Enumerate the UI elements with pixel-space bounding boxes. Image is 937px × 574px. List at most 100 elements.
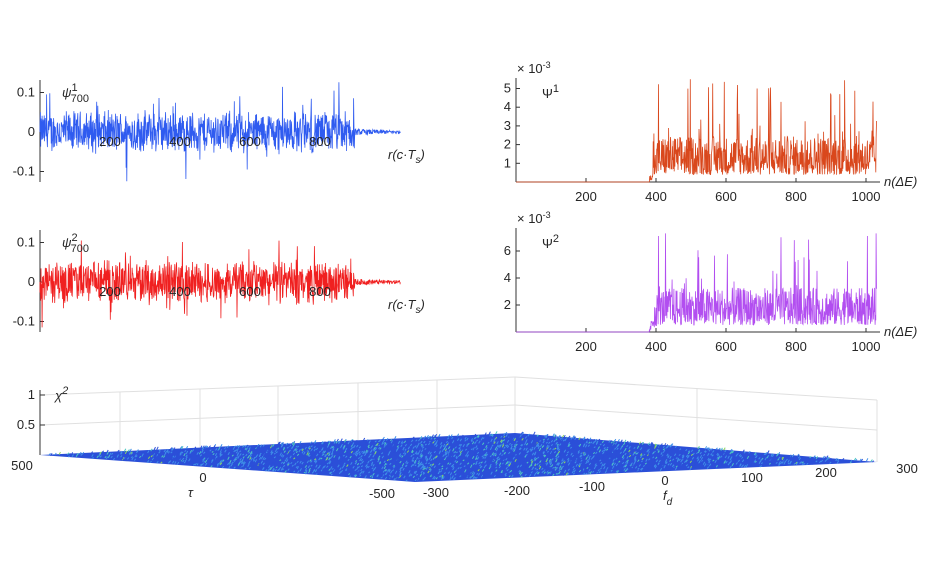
surface-mark bbox=[147, 450, 150, 454]
surface-mark bbox=[203, 446, 206, 449]
surface-mark bbox=[360, 455, 363, 458]
surface-mark bbox=[449, 462, 452, 466]
surface-mark bbox=[489, 465, 492, 468]
surface-mark bbox=[532, 440, 535, 443]
surface-mark bbox=[313, 459, 317, 463]
surface-mark bbox=[471, 440, 474, 443]
x-tick-label: 600 bbox=[715, 339, 737, 354]
surface-mark bbox=[485, 446, 488, 451]
surface-mark bbox=[669, 455, 672, 460]
surface-mark bbox=[583, 451, 586, 455]
surface-mark bbox=[221, 464, 224, 467]
surface-mark bbox=[384, 476, 388, 480]
surface-mark bbox=[835, 457, 838, 462]
surface-mark bbox=[495, 460, 498, 464]
surface-mark bbox=[296, 453, 300, 456]
surface-mark bbox=[421, 457, 425, 460]
surface-mark bbox=[723, 447, 726, 451]
surface-mark bbox=[207, 459, 211, 462]
surface-mark bbox=[235, 451, 239, 454]
surface-mark bbox=[420, 440, 423, 444]
surface-mark bbox=[420, 456, 423, 459]
surface-mark bbox=[447, 474, 450, 478]
surface-mark bbox=[583, 436, 586, 440]
surface-mark bbox=[243, 462, 246, 465]
surface-mark bbox=[588, 441, 591, 444]
surface-mark bbox=[622, 457, 625, 460]
surface-mark bbox=[331, 451, 334, 455]
surface-mark bbox=[286, 462, 290, 466]
surface-mark bbox=[347, 458, 350, 461]
surface-mark bbox=[304, 446, 307, 450]
surface-mark bbox=[153, 454, 156, 457]
surface-mark bbox=[527, 433, 530, 437]
surface-mark bbox=[396, 446, 400, 450]
surface-mark bbox=[90, 451, 94, 454]
surface-mark bbox=[494, 438, 497, 442]
surface-mark bbox=[268, 462, 271, 465]
surface-mark bbox=[295, 451, 298, 454]
surface-mark bbox=[601, 463, 604, 467]
surface-mark bbox=[242, 456, 245, 459]
surface-mark bbox=[390, 470, 393, 474]
surface-mark bbox=[200, 445, 203, 449]
surface-mark bbox=[756, 452, 759, 456]
surface-mark bbox=[332, 447, 335, 451]
surface-mark bbox=[484, 451, 487, 454]
surface-mark bbox=[459, 475, 462, 478]
surface-mark bbox=[491, 452, 495, 456]
surface-mark bbox=[380, 476, 383, 479]
surface-mark bbox=[845, 460, 848, 463]
surface-mark bbox=[408, 470, 411, 474]
x-axis-label-part: ) bbox=[418, 297, 424, 312]
surface-mark bbox=[654, 465, 658, 469]
surface-mark bbox=[474, 436, 477, 439]
surface-mark bbox=[739, 455, 742, 458]
surface-mark bbox=[385, 471, 388, 476]
surface-mark bbox=[413, 447, 416, 451]
surface-mark bbox=[351, 439, 354, 442]
surface-mark bbox=[362, 470, 365, 474]
surface-mark bbox=[350, 455, 354, 458]
surface-mark bbox=[406, 461, 409, 465]
surface-mark bbox=[452, 477, 456, 480]
surface-mark bbox=[395, 448, 399, 452]
surface-mark bbox=[198, 457, 201, 460]
surface-mark bbox=[322, 466, 325, 469]
surface-mark bbox=[425, 462, 428, 465]
surface-mark bbox=[487, 456, 490, 459]
surface-mark bbox=[337, 459, 340, 462]
surface-mark bbox=[586, 437, 589, 440]
surface-mark bbox=[534, 451, 537, 455]
surface-mark bbox=[545, 469, 549, 472]
surface-mark bbox=[524, 436, 528, 439]
surface-mark bbox=[424, 448, 427, 450]
surface-mark bbox=[199, 454, 203, 457]
surface-mark bbox=[572, 472, 575, 475]
surface-mark bbox=[331, 448, 335, 453]
surface-mark bbox=[176, 452, 180, 456]
surface-mark bbox=[458, 446, 461, 449]
surface-mark bbox=[316, 442, 319, 445]
surface-mark bbox=[313, 448, 316, 452]
surface-mark bbox=[323, 441, 326, 444]
surface-mark bbox=[708, 448, 712, 452]
surface-mark bbox=[235, 464, 238, 467]
surface-mark bbox=[234, 449, 238, 452]
surface-mark bbox=[691, 456, 695, 460]
surface-mark bbox=[618, 460, 621, 463]
surface-mark bbox=[345, 469, 349, 473]
surface-mark bbox=[388, 450, 391, 454]
surface-mark bbox=[365, 442, 368, 445]
signal-line bbox=[39, 82, 401, 182]
surface-mark bbox=[698, 461, 701, 465]
surface-mark bbox=[309, 459, 312, 462]
surface-mark bbox=[257, 453, 260, 457]
surface-mark bbox=[269, 467, 273, 471]
surface-mark bbox=[399, 456, 402, 461]
surface-mark bbox=[707, 447, 710, 450]
surface-mark bbox=[466, 450, 469, 455]
surface-mark bbox=[448, 467, 451, 471]
surface-mark bbox=[385, 469, 388, 472]
surface-mark bbox=[565, 472, 569, 476]
